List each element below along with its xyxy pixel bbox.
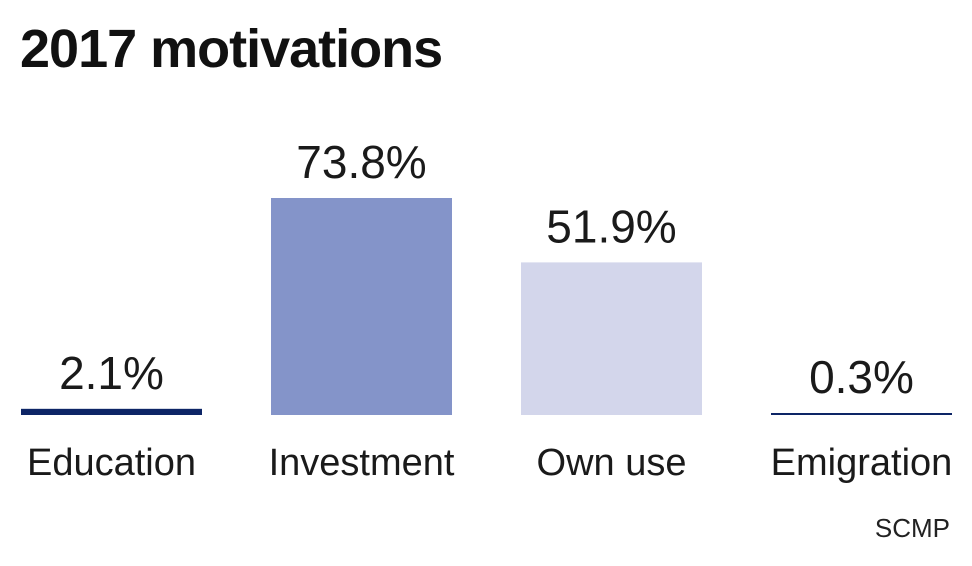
category-label: Emigration	[771, 442, 953, 484]
bar-education	[21, 408, 202, 415]
value-label: 73.8%	[296, 136, 426, 188]
value-label: 2.1%	[59, 347, 164, 399]
category-label: Education	[27, 442, 196, 484]
chart-title: 2017 motivations	[20, 19, 443, 79]
bar-own-use	[521, 262, 702, 415]
bar-emigration	[771, 413, 952, 415]
value-label: 0.3%	[809, 351, 914, 403]
value-label: 51.9%	[546, 200, 676, 252]
bars-layer: 2.1% Education 73.8% Investment 51.9% Own use…	[21, 136, 952, 484]
bar-investment	[271, 198, 452, 415]
category-label: Investment	[269, 442, 455, 484]
source-label: SCMP	[874, 513, 950, 543]
category-label: Own use	[537, 442, 687, 484]
